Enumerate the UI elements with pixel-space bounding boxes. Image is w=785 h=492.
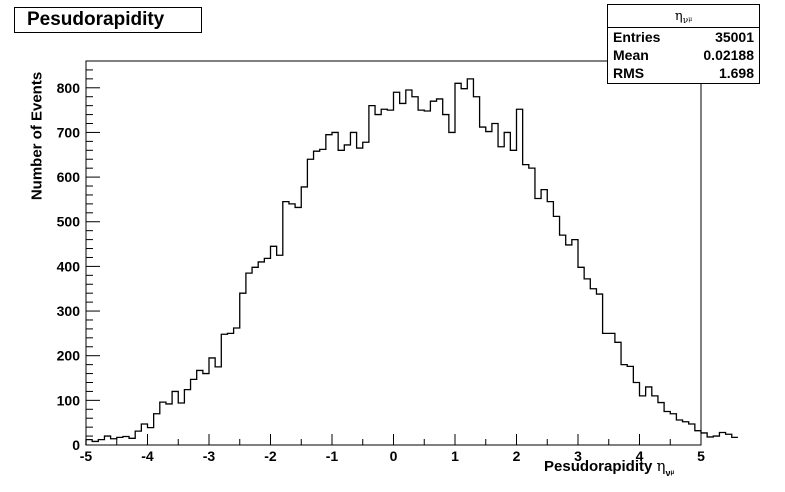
stats-title-subsub: μ <box>688 15 693 23</box>
stats-row-mean: Mean 0.02188 <box>608 46 759 64</box>
x-tick-label: 2 <box>513 448 521 464</box>
x-tick-label: 4 <box>636 448 644 464</box>
stats-mean-value: 0.02188 <box>703 47 754 63</box>
stats-title-sub: ν <box>682 16 689 26</box>
x-tick-label: -5 <box>80 448 93 464</box>
x-tick-label: -1 <box>326 448 339 464</box>
y-tick-label: 200 <box>57 348 81 364</box>
y-axis-label: Number of Events <box>28 71 46 201</box>
x-axis-label-sub: ν <box>665 468 671 478</box>
x-tick-label: 3 <box>574 448 582 464</box>
x-tick-label: 5 <box>697 448 705 464</box>
x-tick-label: -2 <box>264 448 277 464</box>
y-tick-label: 100 <box>57 392 81 408</box>
stats-row-rms: RMS 1.698 <box>608 64 759 82</box>
x-tick-label: -4 <box>141 448 154 464</box>
stats-row-entries: Entries 35001 <box>608 28 759 46</box>
y-tick-label: 700 <box>57 124 81 140</box>
x-axis-label-symbol: η <box>656 457 666 475</box>
stats-entries-value: 35001 <box>715 29 754 45</box>
stats-mean-label: Mean <box>613 47 649 63</box>
x-axis-label-subsub: μ <box>670 470 675 476</box>
stats-title: η <box>674 8 683 24</box>
x-axis-label: Pesudorapidity ηνμ <box>544 457 675 478</box>
y-tick-label: 500 <box>57 214 81 230</box>
plot-frame <box>85 60 702 446</box>
x-tick-label: -3 <box>203 448 216 464</box>
x-tick-label: 1 <box>451 448 459 464</box>
x-axis-label-text: Pesudorapidity <box>544 458 653 475</box>
x-tick-label: 0 <box>390 448 398 464</box>
y-tick-label: 800 <box>57 80 81 96</box>
y-tick-label: 600 <box>57 169 81 185</box>
stats-rms-label: RMS <box>613 65 645 81</box>
histogram-line <box>85 78 738 445</box>
y-tick-label: 400 <box>57 258 81 274</box>
stats-entries-label: Entries <box>613 29 661 45</box>
stats-rms-value: 1.698 <box>718 65 754 81</box>
y-tick-label: 300 <box>57 303 81 319</box>
chart-title: Pesudorapidity <box>14 7 202 33</box>
chart-title-text: Pesudorapidity <box>27 9 165 30</box>
y-axis-ticks: 0 100 200 300 400 500 600 700 800 <box>57 60 100 453</box>
x-axis-ticks: -5 -4 -3 -2 -1 0 1 2 3 4 5 <box>80 434 705 464</box>
y-tick-label: 0 <box>72 437 80 453</box>
